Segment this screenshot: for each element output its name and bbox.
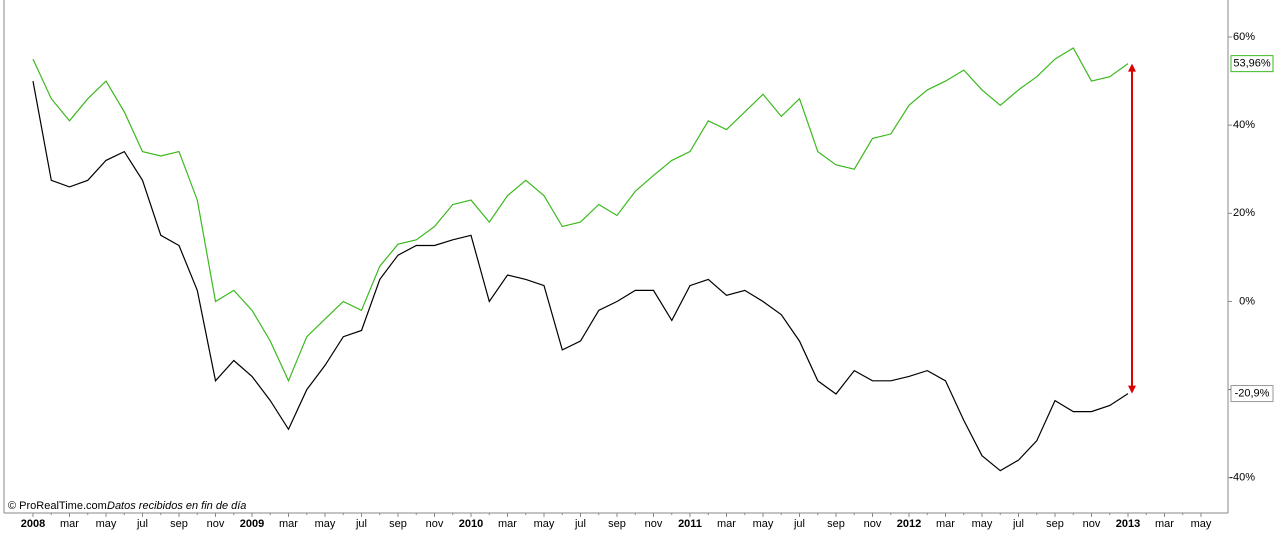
x-tick-label: may bbox=[972, 518, 993, 530]
x-tick-label: may bbox=[1191, 518, 1212, 530]
x-tick-label: nov bbox=[645, 518, 663, 530]
x-tick-label: 2010 bbox=[459, 518, 483, 530]
x-tick-label: mar bbox=[60, 518, 79, 530]
x-tick-label: nov bbox=[207, 518, 225, 530]
source: © ProRealTime.com bbox=[8, 500, 107, 512]
x-tick-label: jul bbox=[136, 518, 148, 530]
x-tick-label: jul bbox=[1012, 518, 1024, 530]
x-tick-label: mar bbox=[498, 518, 517, 530]
source-note: Datos recibidos en fin de día bbox=[107, 500, 246, 512]
value-label-box bbox=[1230, 55, 1274, 73]
x-tick-label: mar bbox=[1155, 518, 1174, 530]
y-tick-label: 40% bbox=[1233, 119, 1255, 131]
x-tick-label: jul bbox=[355, 518, 367, 530]
x-tick-label: may bbox=[96, 518, 117, 530]
x-tick-label: jul bbox=[793, 518, 805, 530]
x-tick-label: 2009 bbox=[240, 518, 264, 530]
line-series bbox=[32, 80, 1129, 472]
x-tick-label: nov bbox=[864, 518, 882, 530]
arrow-head bbox=[1128, 385, 1136, 394]
x-tick-label: sep bbox=[827, 518, 845, 530]
x-tick-label: mar bbox=[279, 518, 298, 530]
arrow-head bbox=[1128, 63, 1136, 72]
x-tick-label: nov bbox=[426, 518, 444, 530]
x-tick-label: may bbox=[315, 518, 336, 530]
x-tick-label: nov bbox=[1083, 518, 1101, 530]
x-tick-label: 2012 bbox=[897, 518, 921, 530]
x-tick-label: may bbox=[753, 518, 774, 530]
x-tick-label: 2008 bbox=[21, 518, 45, 530]
y-tick-label: 0% bbox=[1239, 295, 1255, 307]
value-label: 53,96% bbox=[1233, 58, 1271, 70]
y-tick-label: 20% bbox=[1233, 207, 1255, 219]
x-tick-label: may bbox=[534, 518, 555, 530]
x-tick-label: sep bbox=[170, 518, 188, 530]
x-tick-label: jul bbox=[574, 518, 586, 530]
x-tick-label: 2013 bbox=[1116, 518, 1140, 530]
x-tick-label: sep bbox=[608, 518, 626, 530]
x-tick-label: sep bbox=[1046, 518, 1064, 530]
value-label-box bbox=[1230, 385, 1274, 403]
value-label: -20,9% bbox=[1235, 387, 1270, 399]
x-tick-label: 2011 bbox=[678, 518, 702, 530]
x-tick-label: sep bbox=[389, 518, 407, 530]
x-tick-label: mar bbox=[936, 518, 955, 530]
y-tick-label: 60% bbox=[1233, 31, 1255, 43]
y-tick-label: -40% bbox=[1229, 472, 1255, 484]
line-series bbox=[32, 47, 1129, 383]
x-tick-label: mar bbox=[717, 518, 736, 530]
